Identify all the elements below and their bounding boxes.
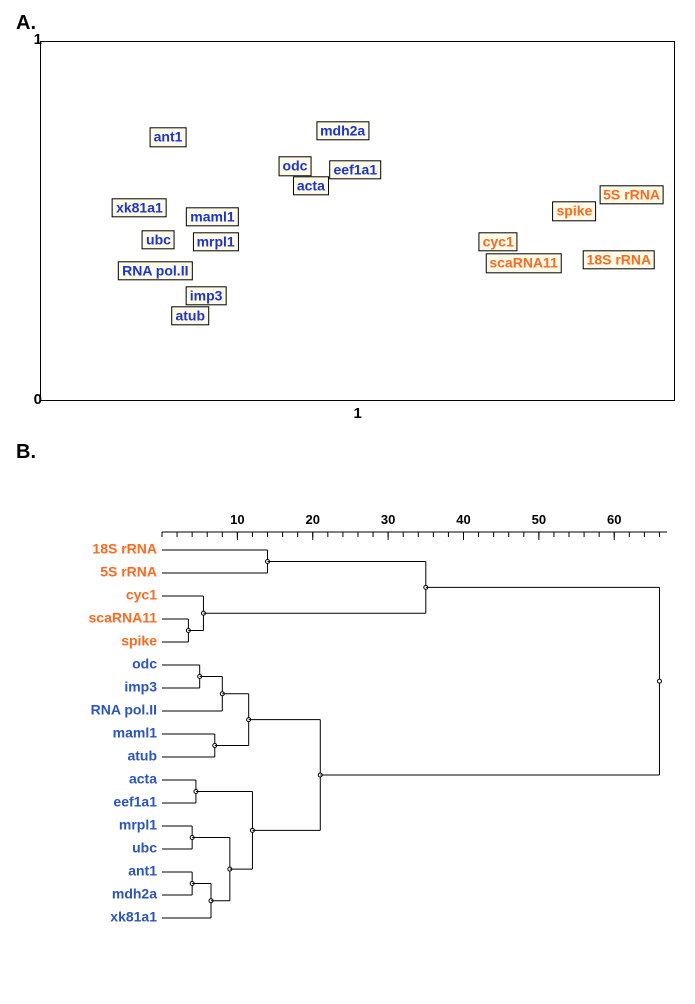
gene-box-spike: spike [552, 201, 596, 220]
dendro-leaf-mrpl1: mrpl1 [119, 817, 157, 833]
gene-box-scaRNA11: scaRNA11 [485, 254, 562, 273]
gene-box-imp3: imp3 [186, 286, 227, 305]
dendro-leaf-5S-rRNA: 5S rRNA [100, 564, 157, 580]
panel-a-scatter: ant1 mdh2aodc eef1a1acta xk81a1 maml1 ubcmrpl… [40, 41, 683, 401]
dendro-leaf-xk81a1: xk81a1 [110, 909, 157, 925]
gene-box-atub: atub [171, 306, 209, 325]
dendro-leaf-eef1a1: eef1a1 [113, 794, 157, 810]
gene-box-5S-rRNA: 5S rRNA [599, 185, 664, 204]
gene-box-ant1: ant1 [150, 128, 187, 147]
gene-box-RNA-pol.II: RNA pol.II [118, 261, 192, 280]
axis-tick-label: 40 [456, 512, 470, 527]
dendro-leaf-RNA-pol.II: RNA pol.II [91, 702, 157, 718]
dendro-leaf-maml1: maml1 [113, 725, 158, 741]
gene-box-acta: acta [293, 176, 329, 195]
gene-box-18S-rRNA: 18S rRNA [583, 250, 656, 269]
axis-tick-label: 20 [306, 512, 320, 527]
axis-tick-label: 60 [607, 512, 621, 527]
dendro-leaf-odc: odc [132, 656, 157, 672]
y-tick-label: 1 [34, 31, 42, 48]
dendro-node [657, 679, 661, 683]
axis-tick-label: 10 [230, 512, 244, 527]
dendro-leaf-acta: acta [129, 771, 157, 787]
panel-b-dendrogram: 10 20 30 40 50 60 18S rRNA 5S rRNA cyc1 scaRNA11 s… [12, 492, 683, 932]
gene-box-cyc1: cyc1 [479, 232, 518, 251]
gene-box-odc: odc [279, 156, 312, 175]
dendro-leaf-18S-rRNA: 18S rRNA [92, 541, 157, 557]
dendro-leaf-imp3: imp3 [124, 679, 157, 695]
gene-box-maml1: maml1 [186, 207, 238, 226]
gene-box-xk81a1: xk81a1 [112, 198, 167, 217]
dendro-leaf-ant1: ant1 [128, 863, 157, 879]
axis-tick-label: 30 [381, 512, 395, 527]
dendro-leaf-ubc: ubc [132, 840, 157, 856]
dendro-leaf-scaRNA11: scaRNA11 [89, 610, 158, 626]
axis-tick-label: 50 [532, 512, 546, 527]
gene-box-mdh2a: mdh2a [316, 121, 369, 140]
gene-box-mrpl1: mrpl1 [193, 232, 239, 251]
gene-box-eef1a1: eef1a1 [330, 160, 382, 179]
x-tick-label: 1 [354, 405, 362, 422]
dendro-leaf-cyc1: cyc1 [126, 587, 157, 603]
panel-b-label: B. [16, 441, 683, 464]
dendro-leaf-mdh2a: mdh2a [112, 886, 157, 902]
panel-a-label: A. [16, 12, 683, 35]
dendro-leaf-spike: spike [121, 633, 157, 649]
y-tick-label: 0 [34, 391, 42, 408]
gene-box-ubc: ubc [142, 230, 175, 249]
dendro-leaf-atub: atub [127, 748, 157, 764]
